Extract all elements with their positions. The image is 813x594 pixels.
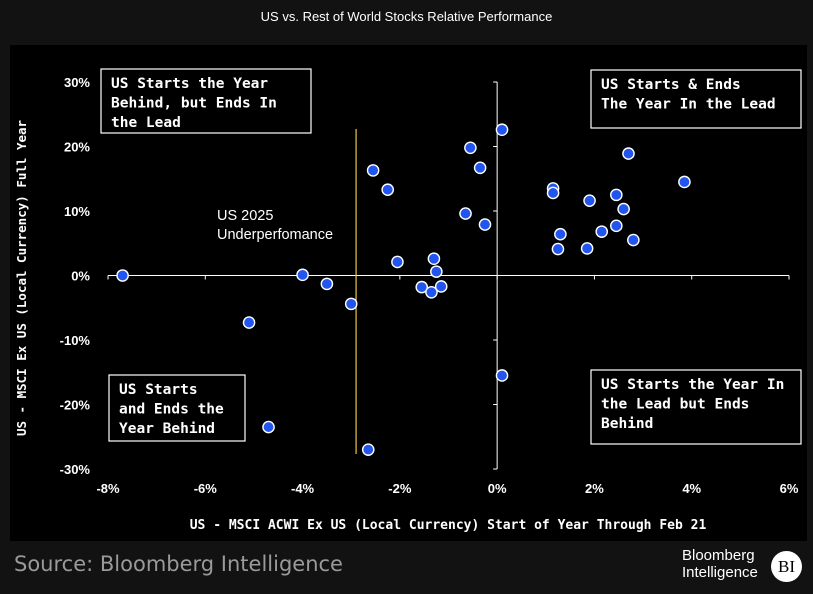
data-point [554,227,567,241]
chart-panel: -8% -6% -4% -2% 0% 2% 4% 6% 30% 20% 10% 0% -10% -20% -… [10,45,807,541]
y-tick-label: -10% [60,333,91,348]
data-point [434,280,448,293]
data-point [320,277,334,291]
data-point [610,188,623,202]
data-point [622,147,635,160]
annotation-bottom-left-text: Year Behind [119,421,215,437]
data-point [366,164,380,177]
data-point [242,316,256,329]
annotation-bottom-right-box [590,369,802,445]
annotation-bottom-left-text: US Starts [119,382,198,398]
data-point [551,242,565,256]
annotation-bottom-right-text: the Lead but Ends [601,397,749,413]
x-tick-label: 4% [682,481,701,496]
data-point [627,233,640,247]
annotation-bottom-right-text: US Starts the Year In [601,377,784,393]
data-point [116,269,129,282]
x-tick-label: -8% [96,481,120,496]
brand-logo-text: Bloomberg Intelligence [682,547,758,581]
y-tick-label: 30% [64,75,90,90]
data-point [391,255,404,269]
data-point [430,265,443,278]
data-point [381,183,394,197]
x-tick-label: -4% [291,481,315,496]
annotation-top-left-text: Behind, but Ends In [111,96,277,112]
annotation-top-left-text: the Lead [111,115,181,131]
y-tick-label: 20% [64,140,90,155]
data-point [473,161,487,175]
x-tick-label: -2% [388,481,412,496]
data-point [296,268,309,282]
source-note: Source: Bloomberg Intelligence [14,552,343,576]
data-point [361,443,375,456]
annotation-bottom-right-text: Behind [601,416,653,432]
data-point [580,242,594,255]
data-point [595,225,609,238]
x-axis-title: US - MSCI ACWI Ex US (Local Currency) St… [190,518,707,533]
annotation-top-left-box [100,68,312,134]
brand-line-2: Intelligence [682,564,758,581]
annotation-top-right-text: US Starts & Ends [601,77,741,93]
chart-title: US vs. Rest of World Stocks Relative Per… [260,9,553,24]
x-tick-label: 2% [585,481,604,496]
data-point [495,123,509,137]
data-point [546,186,560,200]
data-point [464,141,477,155]
data-point [583,194,596,207]
data-point [495,369,509,382]
brand-line-1: Bloomberg [682,547,755,564]
annotation-bottom-left-box [108,374,246,442]
y-tick-label: 10% [64,204,90,219]
y-axis-title: US - MSCI Ex US (Local Currency) Full Ye… [14,119,29,436]
data-point [459,207,472,220]
data-point [425,285,438,299]
brand-mark-icon: BI [771,551,802,582]
data-point [262,420,275,434]
data-point [678,175,691,189]
y-tick-label: 0% [71,269,90,284]
x-tick-label: 0% [488,481,507,496]
data-point [478,218,492,231]
y-tick-label: -30% [60,462,91,477]
us-2025-label-line-2: Underperfomance [217,227,333,243]
scatter-chart: -8% -6% -4% -2% 0% 2% 4% 6% 30% 20% 10% 0% -10% -20% -… [14,68,802,533]
x-tick-label: 6% [780,481,799,496]
annotation-top-right-box [590,69,802,129]
y-tick-label: -20% [60,398,91,413]
annotation-bottom-left-text: and Ends the [119,402,224,418]
data-point [610,219,623,233]
annotation-top-right-text: The Year In the Lead [601,97,776,113]
data-point [617,202,630,216]
data-point [415,280,429,294]
data-point [344,297,358,311]
x-tick-label: -6% [194,481,218,496]
data-point [427,252,441,266]
us-2025-label-line-1: US 2025 [217,208,273,224]
annotation-top-left-text: US Starts the Year [111,76,268,92]
